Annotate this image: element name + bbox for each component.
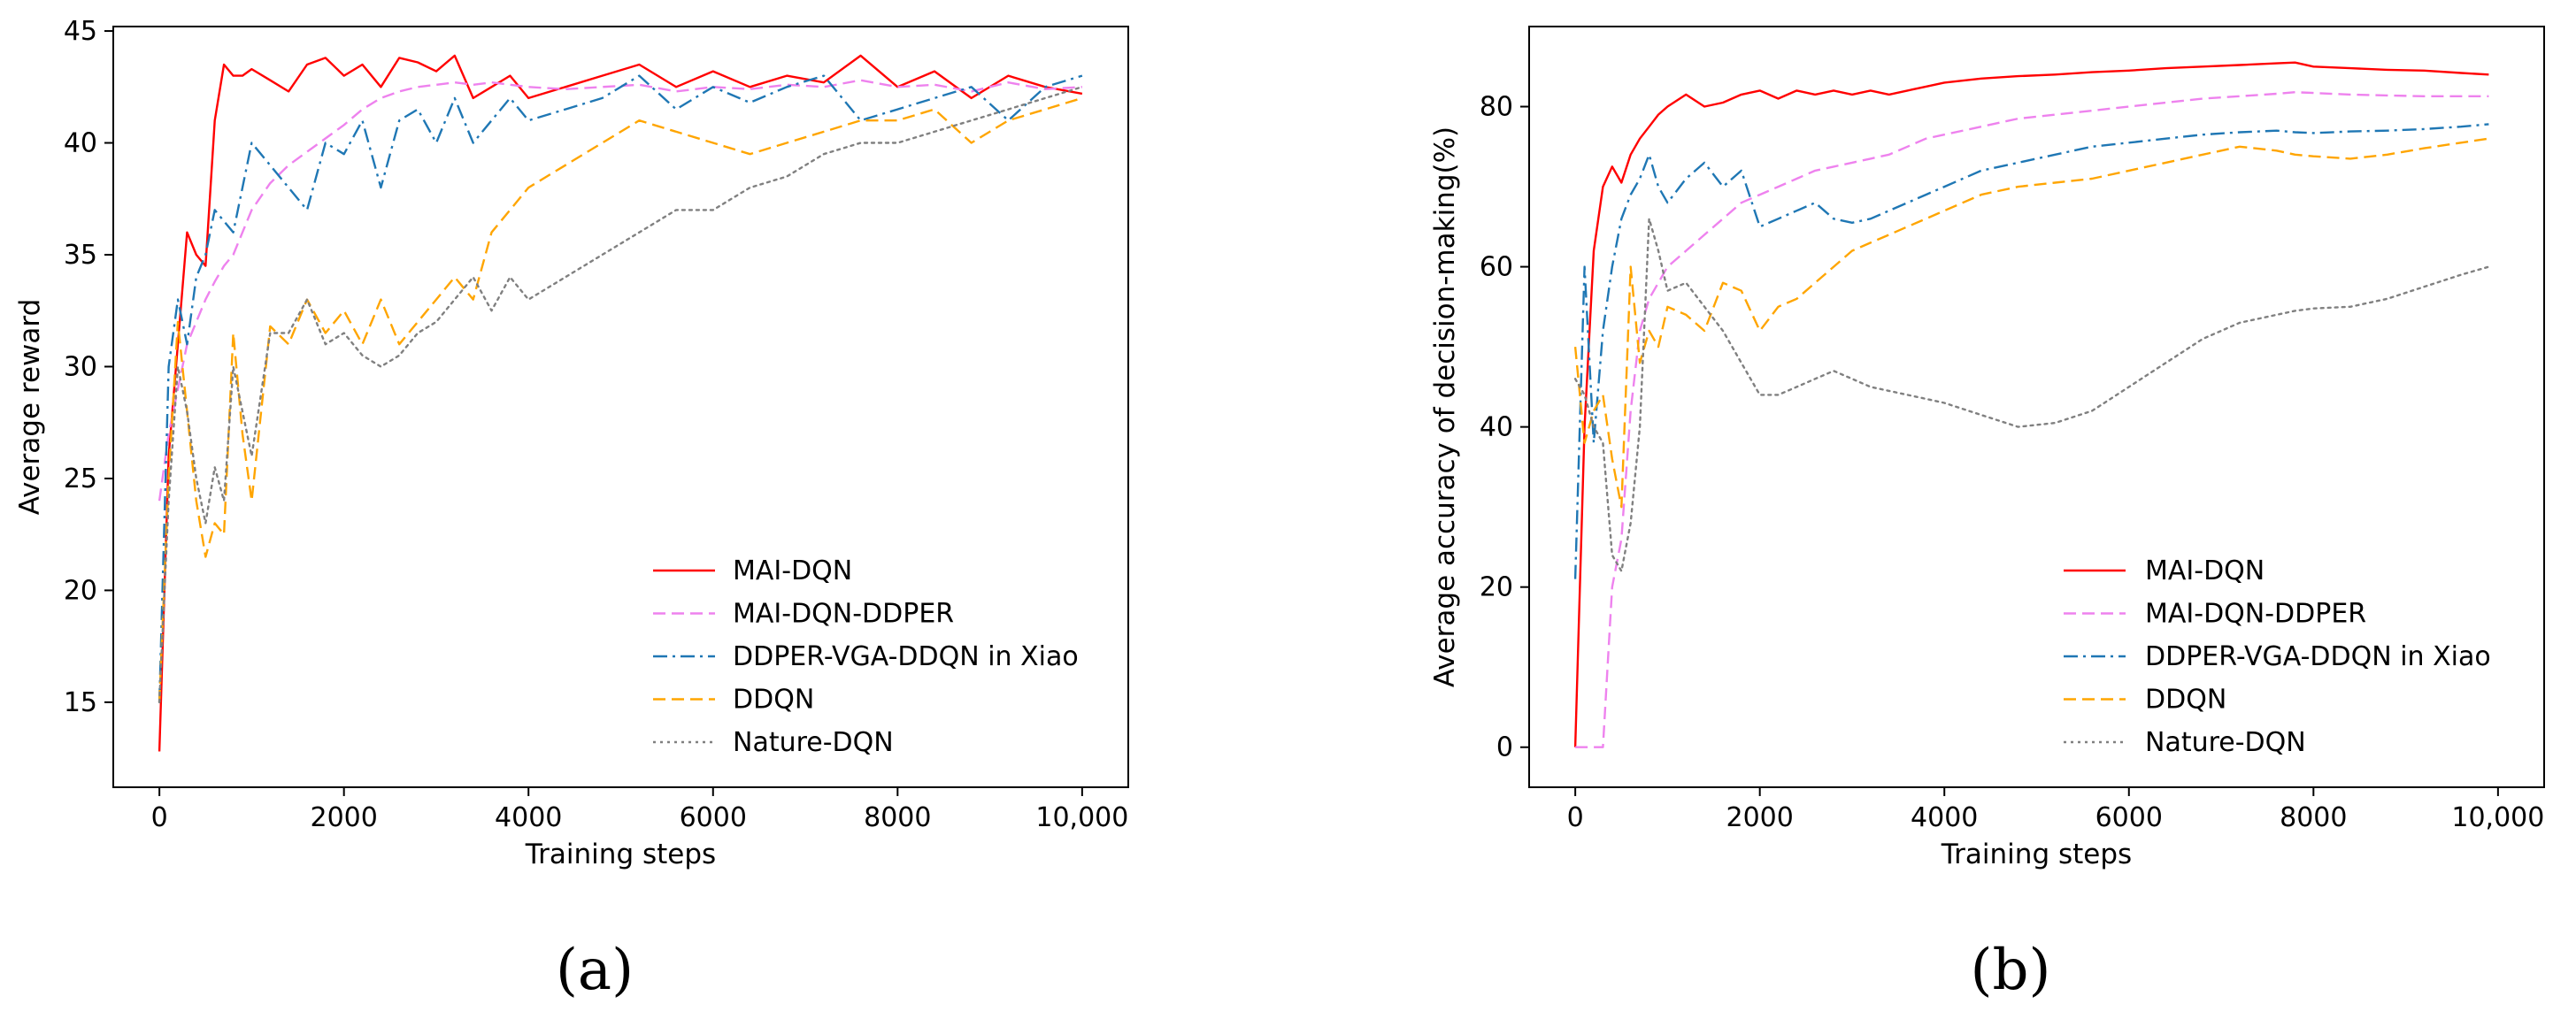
y-axis-label-b: Average accuracy of decision-making(%) [1429,126,1461,687]
series-line-a-3 [158,96,1083,702]
y-tick-label-a-6: 45 [64,16,97,47]
x-tick-label-a-5: 10,000 [1035,802,1128,833]
series-line-b-2 [1573,123,2489,579]
x-tick-label-b-4: 8000 [2280,802,2347,833]
x-tick-label-b-2: 4000 [1911,802,1978,833]
x-tick-label-a-1: 2000 [311,802,378,833]
legend-label-a-0: MAI-DQN [733,555,852,586]
x-tick-label-b-5: 10,000 [2451,802,2544,833]
y-tick-label-a-4: 35 [64,240,97,271]
series-line-a-0 [158,54,1083,752]
series-line-a-4 [158,86,1084,704]
x-tick-label-a-0: 0 [151,802,168,833]
axes-frame-b [1528,26,2545,788]
x-tick-label-b-3: 6000 [2095,802,2163,833]
series-line-b-3 [1573,137,2489,509]
legend-label-a-4: Nature-DQN [733,727,894,758]
x-tick-label-a-2: 4000 [495,802,562,833]
chart-a: 0 2000 4000 6000 8000 10,000 15 20 25 30 35 40 45 Tra… [14,16,1129,1003]
y-tick-label-b-3: 60 [1480,252,1513,283]
y-tick-label-a-3: 30 [64,351,97,382]
x-tick-label-a-3: 6000 [680,802,747,833]
x-tick-label-b-1: 2000 [1726,802,1794,833]
chart-b: 0 2000 4000 6000 8000 10,000 0 20 40 60 80 Training… [1429,26,2545,1003]
y-tick-label-b-4: 80 [1480,92,1513,123]
y-axis-label-a: Average reward [14,299,46,516]
x-axis-label-b: Training steps [1941,839,2132,870]
x-axis-label-a: Training steps [525,839,716,870]
y-tick-label-a-5: 40 [64,128,97,159]
y-tick-label-a-2: 25 [64,464,97,494]
legend-label-b-4: Nature-DQN [2145,727,2306,758]
y-tick-label-b-0: 0 [1496,732,1513,763]
series-line-b-4 [1573,218,2490,572]
y-tick-label-a-0: 15 [64,687,97,718]
series-line-a-1 [158,79,1082,502]
series-line-b-0 [1573,61,2489,747]
legend-label-a-1: MAI-DQN-DDPER [733,599,954,630]
panel-label-b: (b) [1971,938,2051,1003]
x-tick-label-a-4: 8000 [864,802,931,833]
axes-frame-a [112,26,1129,788]
panel-label-a: (a) [556,938,634,1003]
y-tick-label-b-1: 20 [1480,572,1513,603]
legend-label-b-3: DDQN [2145,685,2226,716]
y-tick-label-a-1: 20 [64,575,97,606]
legend-label-b-1: MAI-DQN-DDPER [2145,599,2366,630]
series-line-a-2 [158,74,1083,702]
y-tick-label-b-2: 40 [1480,412,1513,443]
legend-label-a-3: DDQN [733,685,814,716]
legend-label-a-2: DDPER-VGA-DDQN in Xiao [733,641,1079,672]
x-tick-label-b-0: 0 [1567,802,1584,833]
legend-label-b-2: DDPER-VGA-DDQN in Xiao [2145,641,2491,672]
legend-label-b-0: MAI-DQN [2145,555,2265,586]
